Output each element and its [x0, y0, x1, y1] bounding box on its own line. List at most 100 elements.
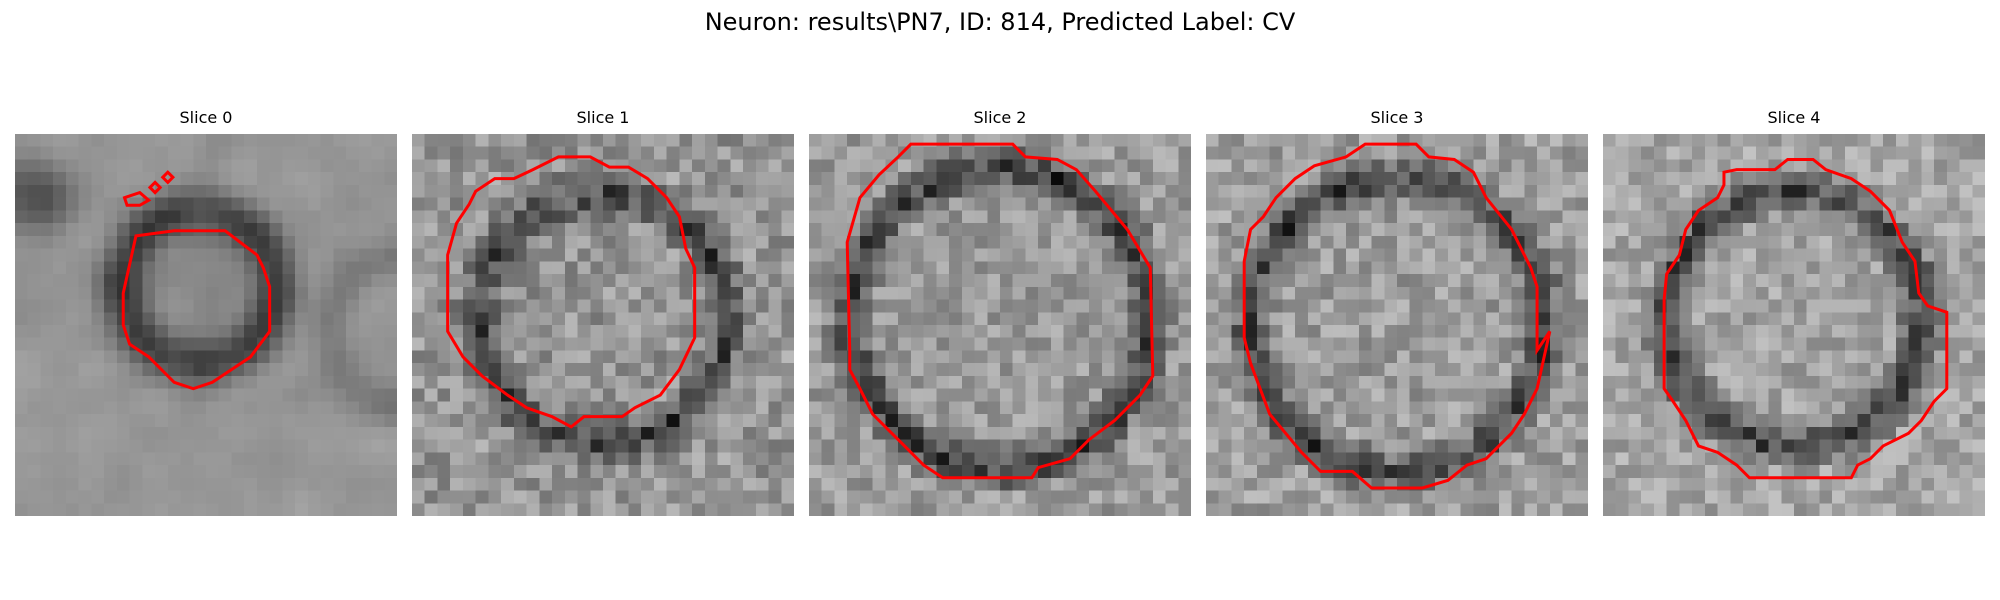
pixel [1666, 414, 1680, 428]
pixel [552, 210, 566, 224]
pixel [755, 325, 769, 338]
pixel [1025, 134, 1039, 147]
pixel [180, 172, 194, 186]
pixel [437, 503, 451, 516]
pixel [155, 235, 169, 249]
pixel [898, 261, 912, 275]
pixel [1397, 439, 1410, 453]
pixel [768, 439, 782, 453]
pixel [1025, 184, 1039, 198]
pixel [1666, 210, 1680, 224]
pixel [961, 401, 975, 415]
pixel [1946, 312, 1960, 326]
pixel [781, 184, 794, 198]
pixel [1346, 159, 1360, 173]
pixel [679, 414, 693, 428]
pixel [1768, 210, 1782, 224]
pixel [923, 350, 937, 364]
pixel [910, 503, 924, 516]
pixel [1883, 337, 1897, 351]
pixel [78, 465, 92, 479]
pixel [1282, 274, 1296, 288]
pixel [65, 299, 79, 313]
pixel [1307, 274, 1321, 288]
pixel [180, 312, 194, 326]
pixel [821, 146, 835, 160]
pixel [1447, 503, 1461, 516]
pixel [1114, 274, 1128, 288]
pixel [577, 337, 591, 351]
pixel [1575, 350, 1588, 364]
pixel [577, 274, 591, 288]
pixel [1460, 503, 1474, 516]
pixel [1206, 439, 1219, 453]
pixel [91, 388, 105, 402]
pixel [615, 401, 629, 415]
pixel [641, 146, 655, 160]
pixel [27, 223, 41, 237]
pixel [1025, 312, 1039, 326]
pixel [218, 388, 232, 402]
pixel [295, 172, 309, 186]
pixel [1178, 452, 1191, 466]
pixel [450, 503, 464, 516]
pixel [53, 465, 67, 479]
pixel [1231, 503, 1245, 516]
pixel [628, 197, 642, 211]
pixel [1050, 197, 1064, 211]
pixel [603, 477, 616, 491]
pixel [1435, 261, 1449, 275]
pixel [834, 274, 848, 288]
pixel [1409, 248, 1423, 262]
pixel [1244, 439, 1258, 453]
pixel [1076, 299, 1090, 313]
pixel [717, 337, 731, 351]
pixel [1832, 235, 1846, 249]
pixel [104, 248, 118, 262]
pixel [1435, 210, 1449, 224]
pixel [193, 261, 207, 275]
pixel [1050, 223, 1064, 237]
pixel [40, 439, 54, 453]
pixel [1934, 401, 1948, 415]
pixel [1972, 235, 1985, 249]
pixel [910, 439, 924, 453]
pixel [513, 146, 527, 160]
pixel [910, 286, 924, 300]
pixel [206, 299, 219, 313]
pixel [513, 134, 527, 147]
pixel [1218, 197, 1232, 211]
pixel [1244, 197, 1258, 211]
pixel [1218, 159, 1232, 173]
pixel [1666, 363, 1680, 377]
pixel [936, 210, 950, 224]
pixel [295, 274, 309, 288]
pixel [333, 337, 347, 351]
pixel [1934, 426, 1948, 440]
pixel [256, 350, 270, 364]
pixel [1333, 401, 1347, 415]
pixel [603, 363, 616, 377]
pixel [78, 477, 92, 491]
pixel [704, 465, 718, 479]
pixel [1231, 299, 1245, 313]
pixel [1114, 503, 1128, 516]
pixel [513, 375, 527, 389]
slice-title: Slice 3 [1370, 108, 1424, 127]
pixel [40, 477, 54, 491]
pixel [1165, 426, 1179, 440]
pixel [949, 248, 963, 262]
pixel [743, 465, 757, 479]
pixel [1883, 503, 1897, 516]
pixel [1575, 490, 1588, 504]
pixel [1498, 184, 1512, 198]
pixel [755, 312, 769, 326]
pixel [40, 210, 54, 224]
pixel [1972, 197, 1985, 211]
pixel [1206, 490, 1219, 504]
pixel [358, 452, 372, 466]
pixel [1333, 325, 1347, 338]
pixel [1256, 235, 1270, 249]
pixel [27, 134, 41, 147]
pixel [78, 172, 92, 186]
